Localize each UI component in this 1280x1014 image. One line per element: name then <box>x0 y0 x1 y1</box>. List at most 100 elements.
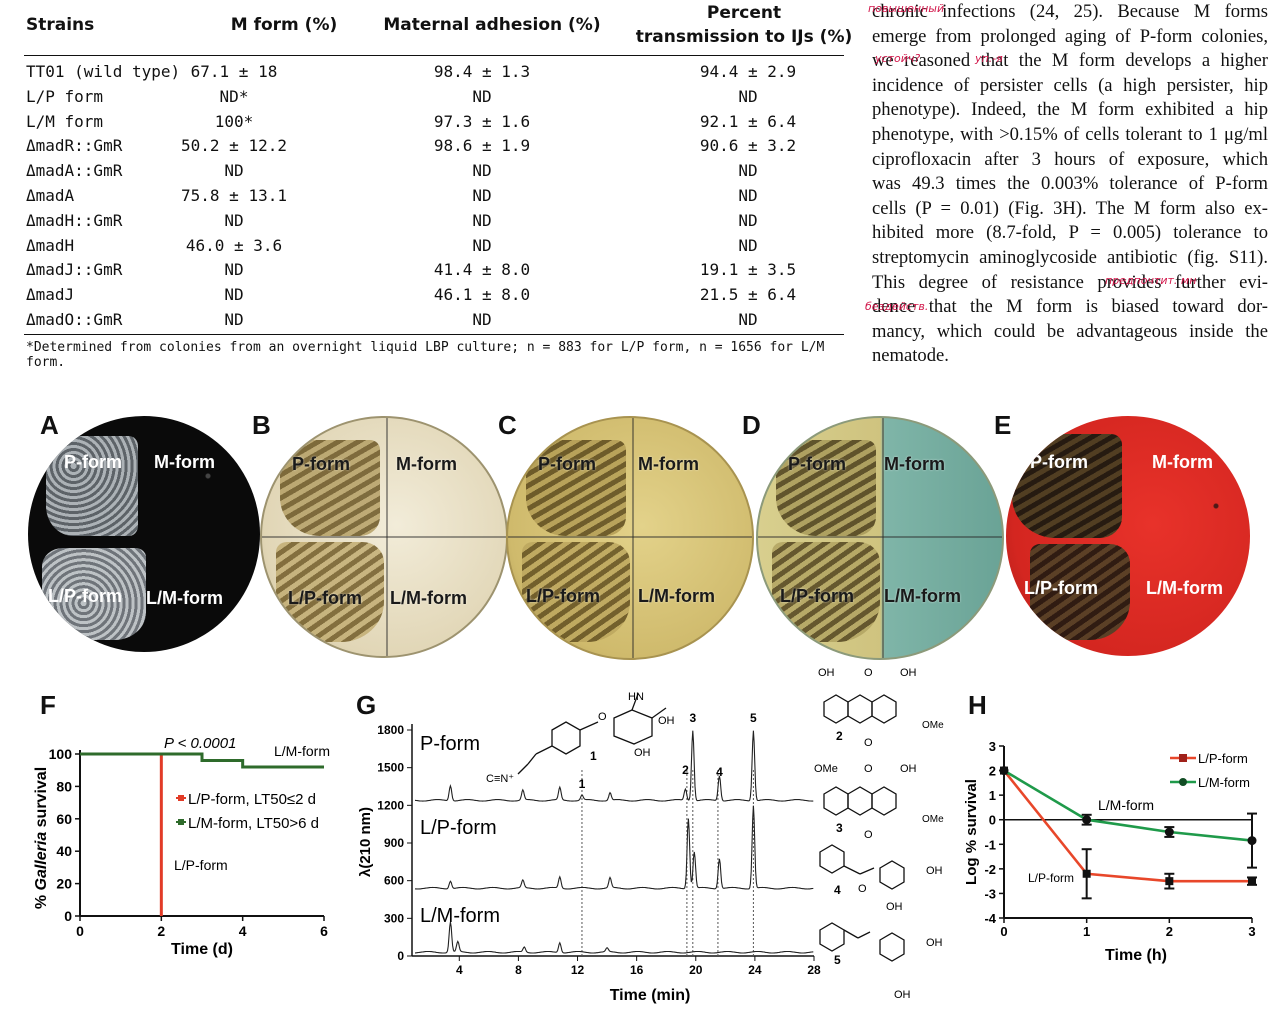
chart-g-ytick-label: 0 <box>397 949 404 963</box>
table-cell: ND <box>472 235 492 255</box>
plate-a-p-form-label: P-form <box>64 452 122 472</box>
table-cell: ND* <box>219 86 249 106</box>
text-line: incidence of persister cells (a high per… <box>872 74 1268 96</box>
table-cell-strain: TT01 (wild type) <box>26 62 181 81</box>
chart-h-series-line <box>1002 769 1252 883</box>
table-cell-strain: ΔmadR::GmR <box>26 136 123 156</box>
table-cell: 90.6 ± 3.2 <box>699 136 797 156</box>
chart-f-xtick-label: 6 <box>320 923 328 939</box>
legend-lm-marker <box>178 819 184 825</box>
chart-f-xtick-label: 4 <box>239 923 247 939</box>
text-line: mancy, which could be advantageous insid… <box>872 320 1268 342</box>
structure-5-oh-a: OH <box>926 937 943 949</box>
chart-h-ytick-label: -2 <box>984 862 996 877</box>
plate-a-lp-form-label: L/P-form <box>48 586 122 606</box>
chart-g-xtick-label: 24 <box>748 963 762 977</box>
table-cell: ND <box>472 186 492 205</box>
table-cell: ND <box>738 186 758 205</box>
handwritten-note: уп.-я <box>975 52 1003 65</box>
plate-d-p-form-label: P-form <box>788 454 846 474</box>
text-line: phenotype). Indeed, the M form exhibited… <box>872 99 1268 121</box>
table-cell: 92.1 ± 6.4 <box>699 111 797 131</box>
table-cell-strain: ΔmadH::GmR <box>26 210 123 230</box>
plate-d-lp-form-label: L/P-form <box>780 586 854 606</box>
chart-g-trace <box>415 922 814 954</box>
text-line: chronic infections (24, 25). Because M f… <box>872 1 1268 22</box>
plate-d-image: P-form M-form L/P-form L/M-form <box>756 416 1004 660</box>
header-m-form: M form (%) <box>230 15 338 35</box>
panel-label-a: A <box>40 410 59 440</box>
trace-label-lm-form: L/M-form <box>420 905 500 927</box>
structure-4-oh-a: OH <box>926 865 943 877</box>
chart-g-peak-label: 2 <box>682 763 689 777</box>
chart-h-ytick-label: 2 <box>989 764 996 779</box>
table-cell: 94.4 ± 2.9 <box>699 62 797 81</box>
plate-d-m-form-label: M-form <box>884 454 945 474</box>
table-cell-strain: ΔmadH <box>26 235 75 255</box>
chart-h-xlabel: Time (h) <box>1105 947 1167 964</box>
chart-g-ytick-label: 600 <box>384 874 404 888</box>
legend-lm-text: L/M-form, LT50>6 d <box>188 815 319 832</box>
structure-3-number: 3 <box>836 821 843 835</box>
plate-d-lm-form-label: L/M-form <box>884 586 961 606</box>
table-cell: 46.0 ± 3.6 <box>185 235 283 255</box>
chart-h-legend: L/P-form L/M-form <box>1170 751 1250 790</box>
chart-g-xtick-label: 4 <box>456 963 463 977</box>
structure-2-drawing <box>823 694 897 724</box>
table-cell: ND <box>472 161 492 181</box>
chart-g-trace <box>414 730 814 802</box>
table-cell-strain: ΔmadJ <box>26 285 75 305</box>
panel-label-d: D <box>742 410 761 440</box>
chart-h-ytick-label: -4 <box>984 911 996 926</box>
chart-f-series-line <box>80 752 163 916</box>
chart-h-point <box>1247 836 1257 846</box>
chart-g-ytick-label: 1200 <box>377 798 404 812</box>
structure-2-ome: OMe <box>922 720 944 731</box>
chart-g-trace <box>414 805 814 890</box>
table-cell: 97.3 ± 1.6 <box>433 111 531 131</box>
table-cell: 98.4 ± 1.3 <box>433 62 531 81</box>
chart-h-ytick-label: 0 <box>989 813 996 828</box>
plate-e-p-form-label: P-form <box>1030 452 1088 472</box>
handwritten-note: повышенный <box>868 2 945 15</box>
plate-b-lp-form-label: L/P-form <box>288 588 362 608</box>
table-cell: 50.2 ± 12.2 <box>181 136 287 156</box>
plate-c-lm-form-label: L/M-form <box>638 586 715 606</box>
chart-g-ytick-label: 1500 <box>377 761 404 775</box>
panel-label-g: G <box>356 690 377 720</box>
panel-label-b: B <box>252 410 271 440</box>
chart-h-point <box>1164 827 1174 837</box>
chart-h-series-line <box>1003 769 1253 842</box>
legend-lm-marker <box>1179 778 1187 786</box>
chart-h-lp-label: L/P-form <box>1028 871 1074 885</box>
chart-f-ytick-label: 40 <box>56 843 72 859</box>
table-cell: ND <box>738 310 758 329</box>
handwritten-note: бездейств. <box>865 300 929 313</box>
chart-f-ytick-label: 20 <box>56 876 72 892</box>
chart-f-xtick-label: 2 <box>157 923 165 939</box>
chart-g-xtick-label: 20 <box>689 963 703 977</box>
table-cell: ND <box>738 235 758 255</box>
trace-label-lp-form: L/P-form <box>420 817 497 839</box>
structure-4-oh-b: OH <box>886 901 903 913</box>
handwritten-note: предпочтит. мн <box>1105 274 1197 287</box>
table-cell: ND <box>738 210 758 230</box>
plate-a-image: P-form M-form L/P-form L/M-form <box>28 416 260 652</box>
structure-1-isonitrile: C≡N⁺ <box>486 773 514 785</box>
header-percent: Percent <box>706 3 782 23</box>
structure-4-o: O <box>858 883 867 895</box>
table-cell-strain: ΔmadJ::GmR <box>26 260 123 280</box>
handwritten-note: устойч? <box>875 52 921 65</box>
chart-g-xlabel: Time (min) <box>610 987 691 1004</box>
structure-5-oh-b: OH <box>894 989 911 1001</box>
plate-b-m-form-label: M-form <box>396 454 457 474</box>
chart-h-lm-label: L/M-form <box>1098 797 1154 813</box>
chart-g-ylabel: λ(210 nm) <box>357 807 374 877</box>
chart-h-persister: Log % survival 3 2 1 0 -1 -2 -3 -4 0 1 2 3 L/P-form… <box>963 739 1257 964</box>
chart-g-xtick-label: 16 <box>630 963 644 977</box>
legend-lp-marker <box>1179 754 1187 762</box>
plate-b-p-form-label: P-form <box>292 454 350 474</box>
chart-h-xtick-label: 3 <box>1248 924 1255 939</box>
table-cell-strain: ΔmadA::GmR <box>26 161 123 181</box>
